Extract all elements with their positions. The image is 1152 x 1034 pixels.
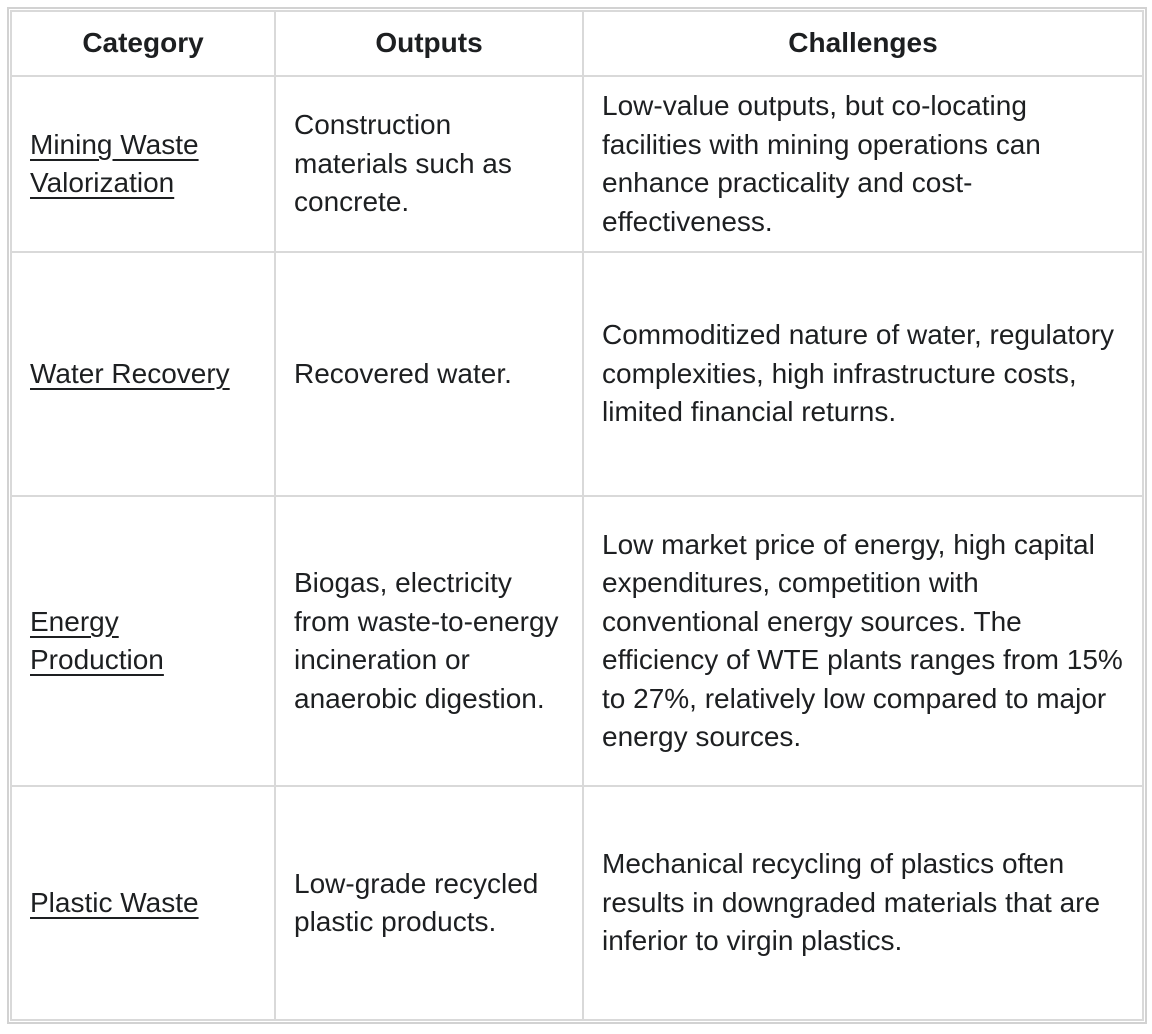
- table-row-plastic-waste: Plastic Waste Low-grade recycled plastic…: [10, 785, 1144, 1021]
- category-link-energy-production[interactable]: Energy Production: [30, 605, 164, 676]
- category-cell-water-recovery: Water Recovery: [10, 251, 276, 497]
- outputs-cell-energy-production: Biogas, electricity from waste-to-energy…: [274, 495, 584, 787]
- outputs-cell-mining-waste: Construction materials such as concrete.: [274, 75, 584, 253]
- category-cell-plastic-waste: Plastic Waste: [10, 785, 276, 1021]
- category-cell-mining-waste: Mining Waste Valorization: [10, 75, 276, 253]
- table-row-mining-waste: Mining Waste Valorization Construction m…: [10, 75, 1144, 253]
- category-cell-energy-production: Energy Production: [10, 495, 276, 787]
- outputs-cell-plastic-waste: Low-grade recycled plastic products.: [274, 785, 584, 1021]
- category-link-plastic-waste[interactable]: Plastic Waste: [30, 886, 199, 918]
- challenges-cell-energy-production: Low market price of energy, high capital…: [582, 495, 1144, 787]
- column-header-challenges: Challenges: [582, 10, 1144, 77]
- category-link-mining-waste-valorization[interactable]: Mining Waste Valorization: [30, 128, 199, 199]
- table-outer-border: Category Outputs Challenges Mining Waste…: [7, 7, 1147, 1024]
- column-header-category: Category: [10, 10, 276, 77]
- table-row-water-recovery: Water Recovery Recovered water. Commodit…: [10, 251, 1144, 497]
- table-row-energy-production: Energy Production Biogas, electricity fr…: [10, 495, 1144, 787]
- waste-valorization-table: Category Outputs Challenges Mining Waste…: [10, 10, 1144, 1021]
- outputs-cell-water-recovery: Recovered water.: [274, 251, 584, 497]
- table-header-row: Category Outputs Challenges: [10, 10, 1144, 77]
- challenges-cell-water-recovery: Commoditized nature of water, regulatory…: [582, 251, 1144, 497]
- column-header-outputs: Outputs: [274, 10, 584, 77]
- challenges-cell-plastic-waste: Mechanical recycling of plastics often r…: [582, 785, 1144, 1021]
- challenges-cell-mining-waste: Low-value outputs, but co-locating facil…: [582, 75, 1144, 253]
- category-link-water-recovery[interactable]: Water Recovery: [30, 357, 230, 389]
